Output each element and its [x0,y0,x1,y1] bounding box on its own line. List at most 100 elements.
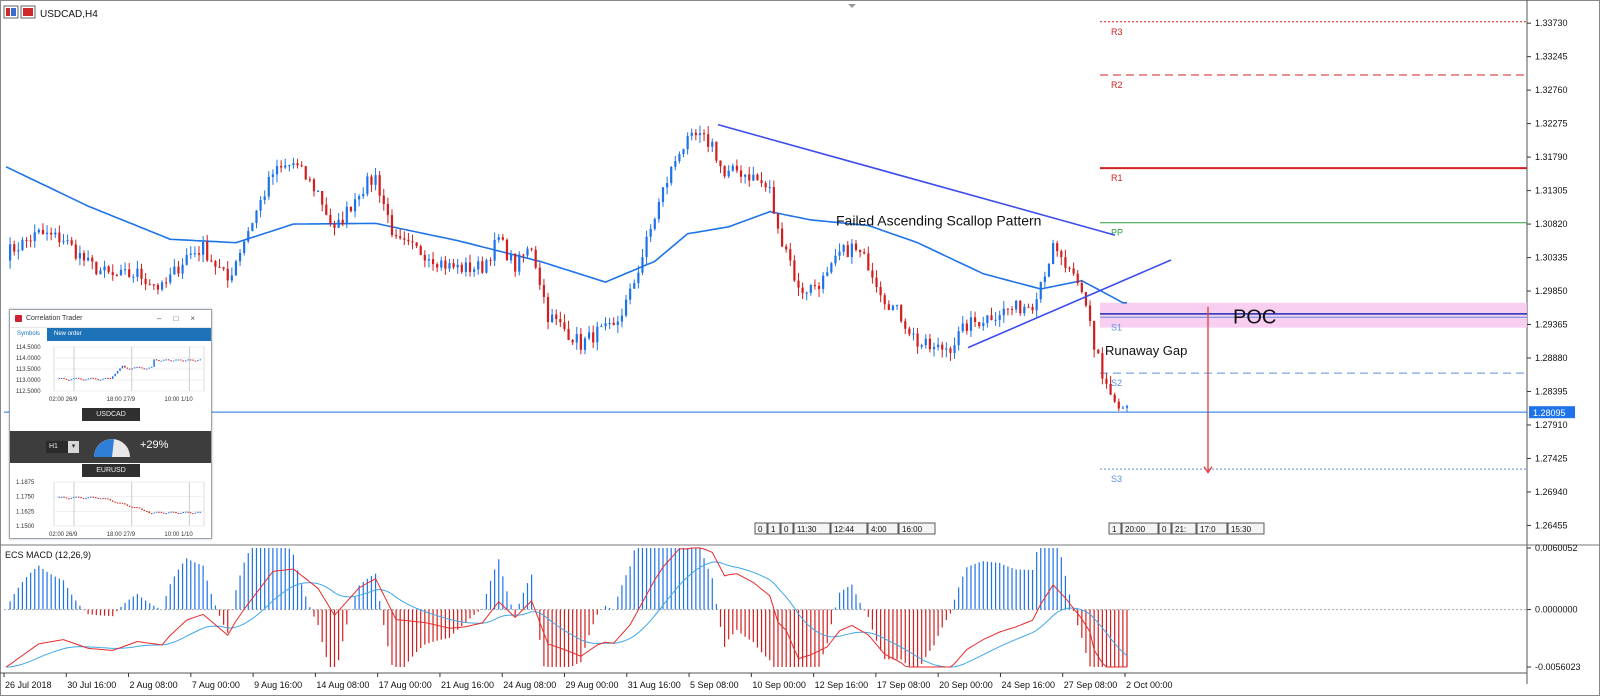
chevron-down-icon[interactable]: ▾ [68,441,79,453]
candle-body [403,238,406,240]
candle-body [961,323,964,332]
candle-body [509,253,513,261]
correlation-trader-titlebar[interactable]: Correlation Trader –□× [10,310,211,328]
candle-body [797,280,800,288]
candle-body [690,132,693,136]
tab-symbols[interactable]: Symbols [10,328,48,341]
price-tick-label: 1.27425 [1535,453,1568,463]
candle-body [25,239,28,241]
candle-body [165,282,168,284]
window-controls[interactable]: –□× [157,310,207,327]
candle-body [744,174,747,177]
mini-candle [77,377,80,379]
candle-body [456,264,459,268]
session-right-box [1108,522,1122,535]
candle-body [924,338,927,346]
mini-ytick: 114.5000 [16,345,41,351]
candle-body [115,275,118,277]
mini-candle [177,512,180,514]
candle-body [727,170,730,177]
mini-candle [94,378,97,380]
candle-body [522,254,525,256]
mini-candle [109,377,112,379]
candle-body [123,269,127,271]
mini-candle [102,498,104,500]
candle-body [337,219,340,228]
maximize-icon[interactable]: □ [173,314,191,323]
mini-candle [99,498,102,500]
candle-body [1015,300,1018,310]
mini-candle [141,367,143,369]
candle-body [468,262,472,272]
mini-candle [85,379,87,381]
time-tick-label: 27 Sep 08:00 [1064,680,1118,690]
candle-body [616,321,619,325]
mini-candle [148,367,150,369]
chart-window-icon-bar [6,8,10,16]
mini-candle [90,377,92,379]
timeframe-value: H1 [49,443,58,450]
candle-body [756,174,759,181]
mini-candle [167,359,170,361]
candle-body [107,266,110,273]
candle-body [444,260,447,269]
mini-candle [65,378,68,380]
timeframe-select[interactable]: H1 ▾ [46,441,79,453]
candle-body [592,332,595,343]
mini-candle [131,368,133,370]
candle-body [423,254,426,261]
candle-body [160,282,164,290]
close-icon[interactable]: × [190,314,207,323]
mini-candle [85,498,87,500]
candle-body [867,253,870,271]
correlation-trader-title: Correlation Trader [26,315,83,322]
candle-body [321,190,324,205]
tab-new-order[interactable]: New order [54,331,82,337]
candle-body [349,206,353,212]
candle-body [394,235,398,237]
mini-candle [124,365,126,368]
candle-body [37,229,40,233]
candle-body [1064,257,1067,268]
mini-candle [163,512,165,514]
candle-body [826,272,829,276]
mini-candle [94,496,97,498]
candle-body [723,166,726,177]
candle-body [399,236,402,239]
candle-body [748,174,751,181]
candle-body [891,305,895,311]
candle-body [957,331,960,346]
mini-candle [184,511,187,513]
candle-body [793,260,796,281]
candle-body [682,149,685,155]
correlation-trader-panel[interactable]: Correlation Trader –□× Symbols New order… [9,309,212,539]
time-tick-label: 9 Aug 16:00 [254,680,302,690]
price-tick-label: 1.31305 [1535,186,1568,196]
candle-body [58,232,61,243]
candle-body [949,348,952,353]
candle-body [920,345,923,347]
candle-body [834,255,837,264]
mini-candle [107,498,109,500]
candle-body [218,266,221,268]
candle-body [514,253,517,272]
candle-body [842,245,845,252]
top-symbol-label[interactable]: USDCAD [82,408,140,421]
candle-body [978,321,981,327]
candle-body [817,286,821,289]
candle-body [945,348,948,350]
candle-body [1093,320,1096,350]
chart-header: USDCAD,H4 [3,5,98,20]
time-tick-label: 31 Aug 16:00 [628,680,681,690]
candle-body [624,299,628,316]
minimize-icon[interactable]: – [157,314,174,323]
candle-body [45,232,49,235]
bottom-symbol-label[interactable]: EURUSD [82,464,140,477]
candle-body [998,315,1001,320]
mini-candle [58,377,60,379]
price-candles [9,125,1129,412]
candle-body [555,314,558,320]
mini-candle [73,496,75,498]
candle-body [259,200,262,211]
mini-candle [75,377,77,379]
